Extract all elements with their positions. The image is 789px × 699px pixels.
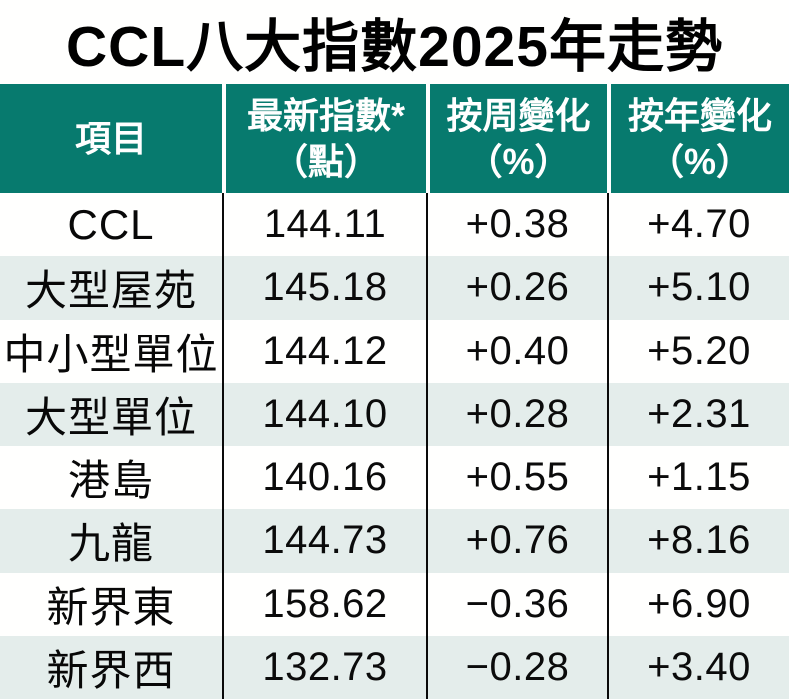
latest-index-value: 144.73: [222, 509, 426, 573]
yearly-change-value: +1.15: [607, 446, 789, 510]
header-latest-index-unit: （點）: [271, 140, 380, 182]
yearly-change-value: +5.10: [607, 256, 789, 320]
table-row-large-estates: 大型屋苑 145.18 +0.26 +5.10: [0, 256, 789, 320]
table-row-hk-island: 港島 140.16 +0.55 +1.15: [0, 446, 789, 510]
table-row-small-medium-units: 中小型單位 144.12 +0.40 +5.20: [0, 319, 789, 383]
latest-index-value: 158.62: [222, 572, 426, 636]
weekly-change-value: −0.36: [426, 572, 607, 636]
table-row-kowloon: 九龍 144.73 +0.76 +8.16: [0, 509, 789, 573]
title-bar: CCL八大指數2025年走勢: [0, 0, 789, 84]
ccl-index-table: 項目 最新指數* （點） 按周變化 （%） 按年變化 （%） CCL 144.1…: [0, 84, 789, 699]
latest-index-value: 144.11: [222, 193, 426, 257]
row-label: CCL: [67, 200, 155, 248]
weekly-change-value: +0.76: [426, 509, 607, 573]
yearly-change-value: +3.40: [607, 635, 789, 699]
weekly-change-value: +0.26: [426, 256, 607, 320]
row-label: 新界西: [46, 646, 176, 694]
weekly-change-value: +0.28: [426, 382, 607, 446]
table-row-large-units: 大型單位 144.10 +0.28 +2.31: [0, 382, 789, 446]
table-row-nt-west: 新界西 132.73 −0.28 +3.40: [0, 635, 789, 699]
table-row-ccl: CCL 144.11 +0.38 +4.70: [0, 193, 789, 257]
header-weekly-change-column: 按周變化 （%）: [426, 84, 607, 193]
header-weekly-change-label: 按周變化: [446, 94, 591, 136]
header-item-label: 項目: [74, 117, 147, 159]
header-yearly-change-unit: （%）: [647, 140, 752, 182]
yearly-change-value: +6.90: [607, 572, 789, 636]
yearly-change-value: +4.70: [607, 193, 789, 257]
row-label: 中小型單位: [3, 330, 219, 378]
row-label: 九龍: [67, 520, 154, 568]
weekly-change-value: +0.38: [426, 193, 607, 257]
row-label: 大型單位: [24, 393, 197, 441]
table-header-row: 項目 最新指數* （點） 按周變化 （%） 按年變化 （%）: [0, 84, 789, 193]
yearly-change-value: +5.20: [607, 319, 789, 383]
weekly-change-value: +0.55: [426, 446, 607, 510]
header-weekly-change-unit: （%）: [466, 140, 571, 182]
latest-index-value: 144.12: [222, 319, 426, 383]
table-row-nt-east: 新界東 158.62 −0.36 +6.90: [0, 572, 789, 636]
row-label: 新界東: [46, 583, 176, 631]
latest-index-value: 132.73: [222, 635, 426, 699]
latest-index-value: 140.16: [222, 446, 426, 510]
latest-index-value: 145.18: [222, 256, 426, 320]
weekly-change-value: −0.28: [426, 635, 607, 699]
header-item-column: 項目: [0, 84, 222, 193]
row-label: 港島: [67, 457, 154, 505]
weekly-change-value: +0.40: [426, 319, 607, 383]
row-label: 大型屋苑: [24, 267, 197, 315]
header-latest-index-column: 最新指數* （點）: [222, 84, 426, 193]
table-body: CCL 144.11 +0.38 +4.70 大型屋苑 145.18 +0.26…: [0, 193, 789, 699]
yearly-change-value: +8.16: [607, 509, 789, 573]
header-yearly-change-column: 按年變化 （%）: [607, 84, 789, 193]
yearly-change-value: +2.31: [607, 382, 789, 446]
header-yearly-change-label: 按年變化: [627, 94, 772, 136]
page-title: CCL八大指數2025年走勢: [66, 15, 723, 79]
latest-index-value: 144.10: [222, 382, 426, 446]
header-latest-index-label: 最新指數*: [246, 94, 405, 136]
